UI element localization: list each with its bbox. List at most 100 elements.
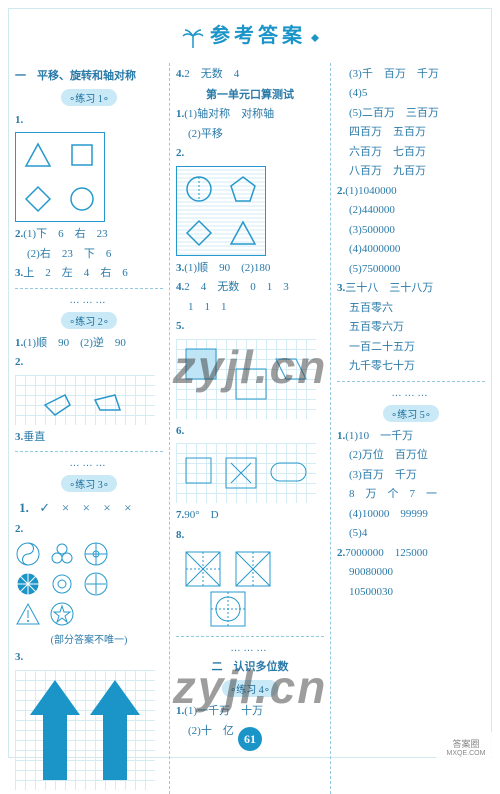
page-frame: 参考答案 一 平移、旋转和轴对称 ∘练习 1∘ 1. 2.(1)下 6 右 23… <box>8 8 492 758</box>
c3-q3-4: 一百二十五万 <box>337 339 485 356</box>
c3-l1: (3)千 百万 千万 <box>337 66 485 83</box>
column-3: (3)千 百万 千万 (4)5 (5)二百万 三百万 四百万 五百万 六百万 七… <box>330 63 485 794</box>
pentagon-icon <box>227 173 259 205</box>
columns: 一 平移、旋转和轴对称 ∘练习 1∘ 1. 2.(1)下 6 右 23 (2)右… <box>15 63 485 794</box>
corner-logo: 答案圈 MXQE.COM <box>436 732 496 762</box>
trefoil-icon <box>49 541 75 567</box>
ellipsis-2: ……… <box>15 458 163 469</box>
gear-icon <box>49 571 75 597</box>
c3-q3-2: 五百零六 <box>337 300 485 317</box>
c2-q4-num: 4. <box>176 281 184 293</box>
c3-q3-3: 五百零六万 <box>337 319 485 336</box>
p2-q2-grid <box>15 375 155 425</box>
c3p5-q1-num: 1. <box>337 430 345 442</box>
page-number: 61 <box>238 727 262 751</box>
c3-q3-num: 3. <box>337 282 345 294</box>
p5-grid <box>176 339 316 419</box>
unit-test-title: 第一单元口算测试 <box>176 86 324 102</box>
ellipsis-1: ……… <box>15 295 163 306</box>
c2-q1-2: (2)平移 <box>176 126 324 143</box>
c3p5-q1-3: (3)百万 千万 <box>337 467 485 484</box>
c3p5-q2-2: 90080000 <box>337 564 485 581</box>
shapes-box-2 <box>176 166 266 256</box>
c3-q2-num: 2. <box>337 185 345 197</box>
triangle-icon <box>227 217 259 249</box>
circle-icon <box>183 173 215 205</box>
yinyang-icon <box>15 541 41 567</box>
square-icon <box>67 140 97 170</box>
partial-note: (部分答案不唯一) <box>15 631 163 646</box>
c3p5-q1-6: (5)4 <box>337 525 485 542</box>
c3p5-q2-3: 10500030 <box>337 584 485 601</box>
c3-l2: (4)5 <box>337 85 485 102</box>
c2-q1-num: 1. <box>176 108 184 120</box>
shapes-box-1 <box>15 132 105 222</box>
symmetry-icon-row-2 <box>15 571 163 597</box>
page-title: 参考答案 <box>210 25 306 47</box>
check-4: × <box>98 498 116 518</box>
c1-q3: 上 2 左 4 右 6 <box>23 267 128 279</box>
c1-q2-num: 2. <box>15 228 23 240</box>
c2-q5-num: 5. <box>176 320 184 332</box>
c2-q8-num: 8. <box>176 529 184 541</box>
c3-q2-4: (4)4000000 <box>337 241 485 258</box>
dot-icon <box>309 32 321 47</box>
c3-q2-5: (5)7500000 <box>337 261 485 278</box>
check-1: ✓ <box>36 498 54 518</box>
c1p2-q1-num: 1. <box>15 337 23 349</box>
c3-l5: 六百万 七百万 <box>337 144 485 161</box>
practice-1-label: ∘练习 1∘ <box>61 89 117 106</box>
c1p3-q2-num: 2. <box>15 523 23 535</box>
check-2: × <box>57 498 75 518</box>
palm-tree-icon <box>179 26 207 53</box>
c1p2-q3: 垂直 <box>23 431 45 443</box>
c1-q1-num: 1. <box>15 114 23 126</box>
c1p3-q1-num: 1. <box>15 498 33 518</box>
c2-q7-num: 7. <box>176 509 184 521</box>
c1p3-q3-num: 3. <box>15 651 23 663</box>
c3p5-q1-5: (4)10000 99999 <box>337 506 485 523</box>
corner-line-1: 答案圈 <box>452 737 479 750</box>
practice-3-label: ∘练习 3∘ <box>61 475 117 492</box>
c2p4-q1-num: 1. <box>176 705 184 717</box>
cross-icon <box>83 571 109 597</box>
c3-l4: 四百万 五百万 <box>337 124 485 141</box>
flower-icon <box>83 541 109 567</box>
diamond-icon <box>23 184 53 214</box>
c3-q3-1: 三十八 三十八万 <box>345 282 433 294</box>
p6-grid <box>176 443 316 503</box>
c2-q7: 90° D <box>184 509 218 521</box>
c1p2-q3-num: 3. <box>15 431 23 443</box>
c3-l3: (5)二百万 三百万 <box>337 105 485 122</box>
c2-q3: (1)顺 90 (2)180 <box>184 262 270 274</box>
c2-q2-num: 2. <box>176 147 184 159</box>
q8-patterns <box>176 547 324 630</box>
check-5: × <box>119 498 137 518</box>
practice-4-label: ∘练习 4∘ <box>222 680 278 697</box>
c2-top-num: 4. <box>176 68 184 80</box>
triangle-icon <box>23 140 53 170</box>
c1p2-q2-num: 2. <box>15 356 23 368</box>
c2-q4-1: 2 4 无数 0 1 3 <box>184 281 289 293</box>
c3-q2-1: (1)1040000 <box>345 185 396 197</box>
section-b-title: 二 认识多位数 <box>176 658 324 674</box>
arrow-grid <box>15 670 155 790</box>
c1-q3-num: 3. <box>15 267 23 279</box>
column-2: 4.2 无数 4 第一单元口算测试 1.(1)轴对称 对称轴 (2)平移 2. … <box>169 63 324 794</box>
star-circle-icon <box>49 601 75 627</box>
c3-q2-3: (3)500000 <box>337 222 485 239</box>
circle-icon <box>67 184 97 214</box>
c2-q6-num: 6. <box>176 425 184 437</box>
c3p5-q1-4: 8 万 个 7 一 <box>337 486 485 503</box>
c3-q3-5: 九千零七十万 <box>337 358 485 375</box>
wheel-icon <box>15 571 41 597</box>
symmetry-icon-row-3 <box>15 601 163 627</box>
corner-line-2: MXQE.COM <box>447 750 486 757</box>
c1p2-q1: (1)顺 90 (2)逆 90 <box>23 337 126 349</box>
c2-q3-num: 3. <box>176 262 184 274</box>
c3-l6: 八百万 九百万 <box>337 163 485 180</box>
c3p5-q1-2: (2)万位 百万位 <box>337 447 485 464</box>
section-a-title: 一 平移、旋转和轴对称 <box>15 67 163 83</box>
ellipsis-c3: ……… <box>337 388 485 399</box>
check-3: × <box>77 498 95 518</box>
